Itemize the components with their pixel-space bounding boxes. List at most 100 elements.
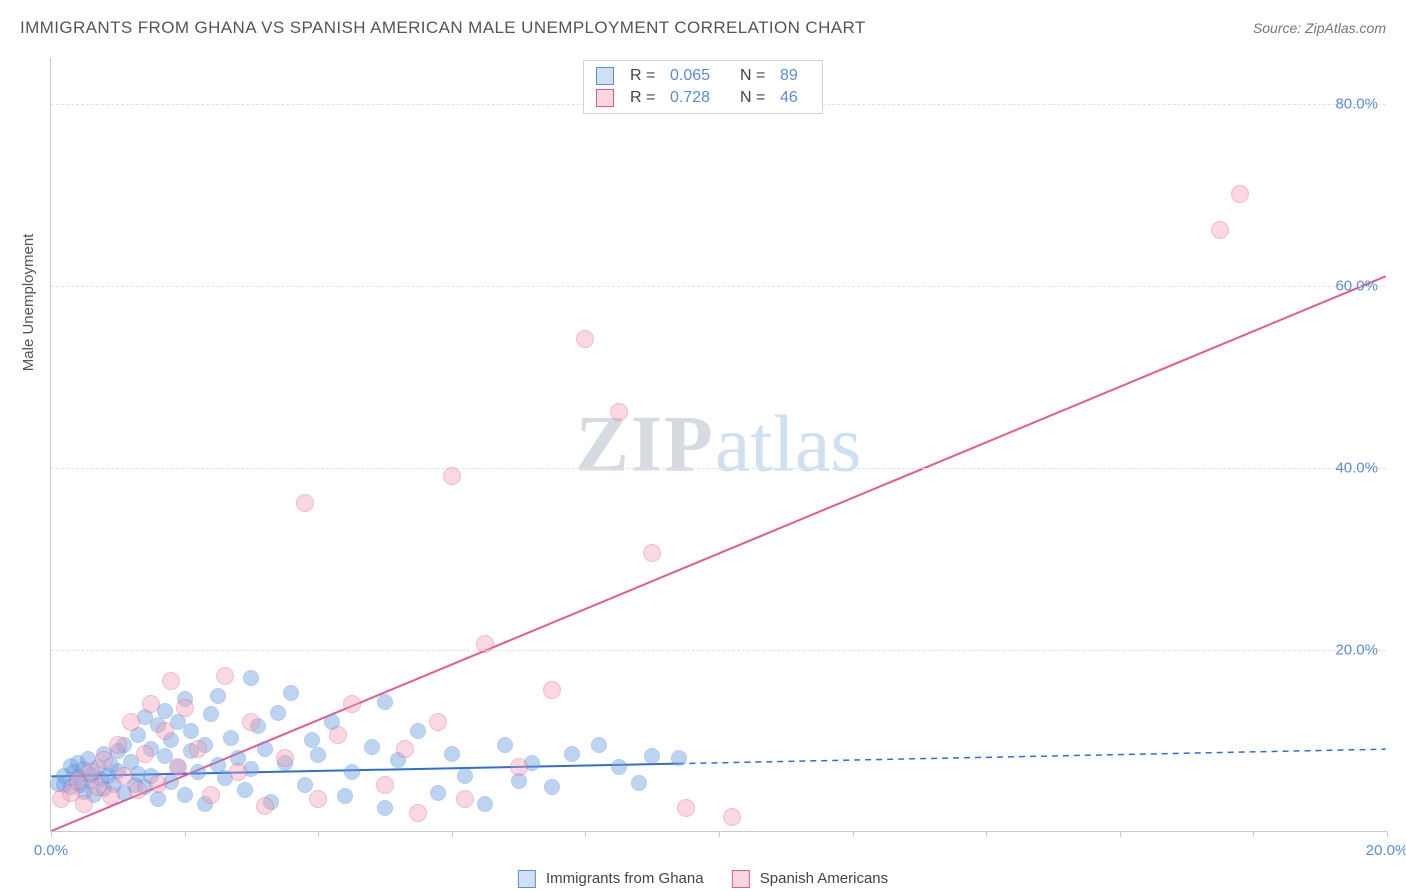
data-point (129, 781, 147, 799)
r-label-1: R = (630, 67, 660, 85)
data-point (364, 739, 380, 755)
x-tick (452, 831, 453, 837)
data-point (169, 758, 187, 776)
legend-label-2: Spanish Americans (760, 870, 888, 887)
chart-header: IMMIGRANTS FROM GHANA VS SPANISH AMERICA… (20, 18, 1386, 38)
data-point (410, 723, 426, 739)
source-name: ZipAtlas.com (1305, 20, 1386, 36)
y-tick-label: 20.0% (1335, 641, 1378, 658)
data-point (75, 795, 93, 813)
data-point (156, 722, 174, 740)
legend-swatch-1 (518, 870, 536, 888)
n-value-1: 89 (780, 67, 810, 85)
data-point (396, 740, 414, 758)
x-tick (1120, 831, 1121, 837)
data-point (190, 764, 206, 780)
data-point (337, 788, 353, 804)
data-point (256, 797, 274, 815)
data-point (444, 746, 460, 762)
stats-row-series-2: R = 0.728 N = 46 (596, 87, 810, 109)
r-value-1: 0.065 (670, 67, 730, 85)
y-tick-label: 80.0% (1335, 95, 1378, 112)
data-point (631, 775, 647, 791)
data-point (677, 799, 695, 817)
data-point (189, 740, 207, 758)
x-tick (585, 831, 586, 837)
data-point (257, 741, 273, 757)
y-tick-label: 60.0% (1335, 277, 1378, 294)
data-point (377, 694, 393, 710)
bottom-legend: Immigrants from Ghana Spanish Americans (518, 870, 888, 888)
grid-line-h (51, 286, 1386, 287)
trend-line-extrapolated (678, 749, 1385, 763)
data-point (216, 667, 234, 685)
data-point (177, 787, 193, 803)
r-label-2: R = (630, 89, 660, 107)
legend-swatch-2 (732, 870, 750, 888)
data-point (176, 699, 194, 717)
data-point (377, 800, 393, 816)
stats-swatch-2 (596, 89, 614, 107)
x-tick (318, 831, 319, 837)
data-point (149, 775, 167, 793)
data-point (1231, 185, 1249, 203)
x-tick (185, 831, 186, 837)
data-point (643, 544, 661, 562)
data-point (210, 688, 226, 704)
data-point (270, 705, 286, 721)
data-point (223, 730, 239, 746)
data-point (162, 672, 180, 690)
x-tick (51, 831, 52, 837)
data-point (443, 467, 461, 485)
grid-line-h (51, 468, 1386, 469)
x-tick (719, 831, 720, 837)
data-point (409, 804, 427, 822)
n-value-2: 46 (780, 89, 810, 107)
data-point (671, 750, 687, 766)
data-point (229, 763, 247, 781)
x-tick (986, 831, 987, 837)
data-point (457, 768, 473, 784)
data-point (297, 777, 313, 793)
x-tick (1387, 831, 1388, 837)
source-prefix: Source: (1253, 20, 1305, 36)
data-point (142, 695, 160, 713)
r-value-2: 0.728 (670, 89, 730, 107)
trend-line (51, 276, 1385, 831)
data-point (611, 759, 627, 775)
legend-item-1: Immigrants from Ghana (518, 870, 704, 888)
data-point (430, 785, 446, 801)
data-point (376, 776, 394, 794)
source-credit: Source: ZipAtlas.com (1253, 20, 1386, 36)
data-point (202, 786, 220, 804)
y-axis-title: Male Unemployment (20, 234, 37, 372)
data-point (476, 635, 494, 653)
data-point (429, 713, 447, 731)
legend-item-2: Spanish Americans (732, 870, 889, 888)
data-point (242, 713, 260, 731)
data-point (456, 790, 474, 808)
data-point (95, 751, 113, 769)
data-point (296, 494, 314, 512)
watermark-zip: ZIP (576, 400, 715, 488)
data-point (477, 796, 493, 812)
data-point (543, 681, 561, 699)
y-tick-label: 40.0% (1335, 459, 1378, 476)
scatter-plot: ZIPatlas 20.0%40.0%60.0%80.0%0.0%20.0% (50, 58, 1386, 832)
data-point (610, 403, 628, 421)
legend-label-1: Immigrants from Ghana (546, 870, 704, 887)
data-point (304, 732, 320, 748)
data-point (576, 330, 594, 348)
data-point (564, 746, 580, 762)
data-point (237, 782, 253, 798)
data-point (102, 787, 120, 805)
data-point (344, 764, 360, 780)
data-point (276, 749, 294, 767)
data-point (183, 723, 199, 739)
data-point (644, 748, 660, 764)
x-tick-label: 20.0% (1366, 842, 1406, 859)
n-label-2: N = (740, 89, 770, 107)
data-point (343, 695, 361, 713)
data-point (329, 726, 347, 744)
data-point (544, 779, 560, 795)
